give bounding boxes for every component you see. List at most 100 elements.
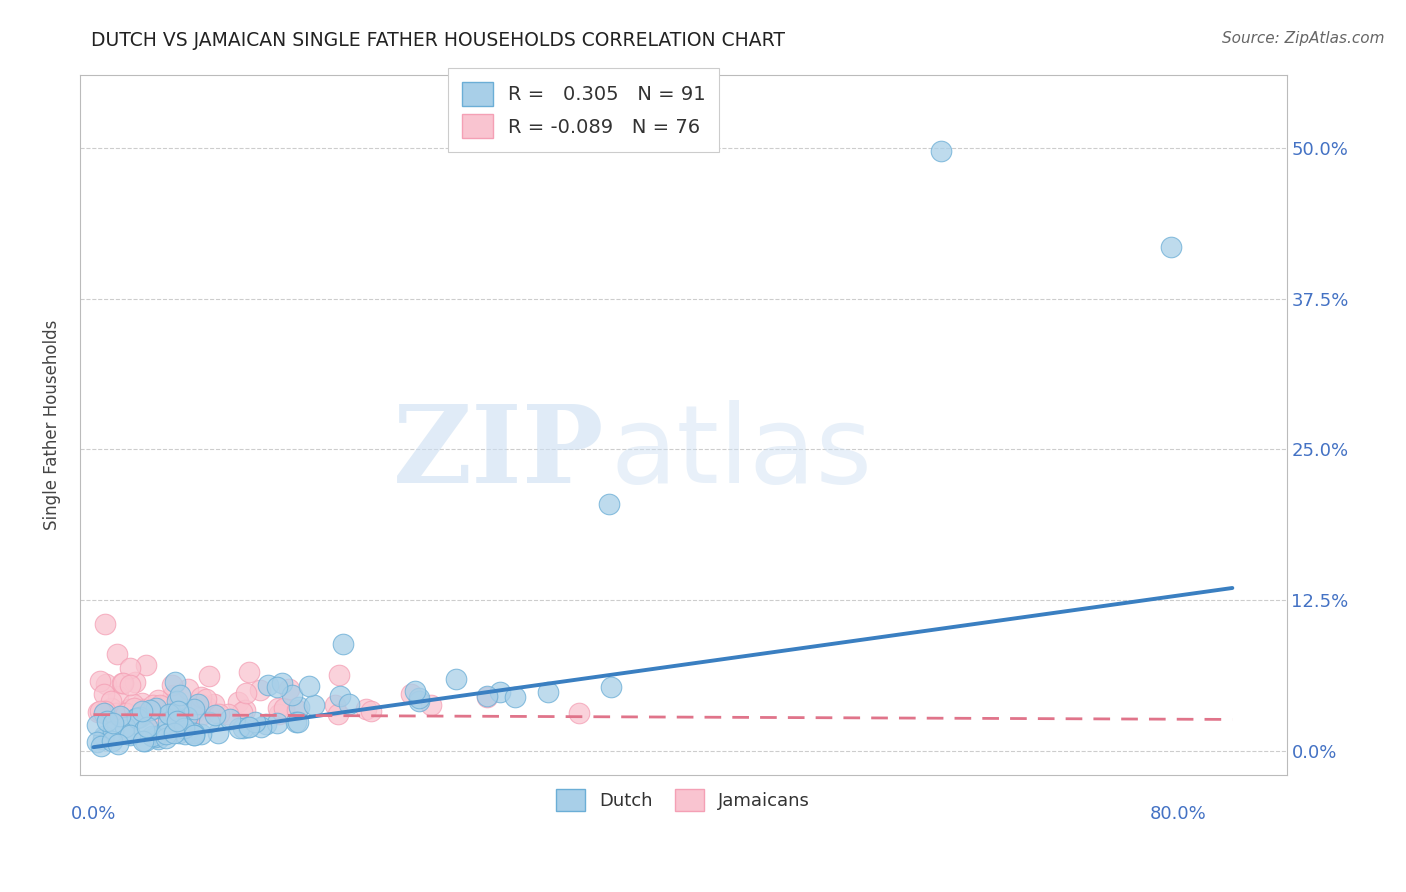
Point	[187, 697, 209, 711]
Point	[328, 668, 350, 682]
Point	[337, 697, 360, 711]
Point	[89, 674, 111, 689]
Point	[112, 675, 135, 690]
Text: Source: ZipAtlas.com: Source: ZipAtlas.com	[1222, 31, 1385, 46]
Point	[122, 698, 145, 712]
Point	[183, 702, 205, 716]
Point	[399, 687, 422, 701]
Point	[101, 723, 124, 738]
Point	[929, 145, 952, 159]
Point	[157, 706, 180, 721]
Point	[238, 720, 260, 734]
Point	[233, 703, 256, 717]
Point	[1160, 240, 1182, 254]
Point	[141, 702, 163, 716]
Point	[120, 678, 142, 692]
Point	[146, 707, 169, 722]
Point	[177, 681, 200, 696]
Point	[155, 723, 177, 737]
Point	[273, 701, 295, 715]
Point	[183, 728, 205, 742]
Point	[204, 697, 226, 711]
Point	[139, 703, 162, 717]
Point	[115, 723, 138, 737]
Point	[90, 739, 112, 753]
Point	[228, 721, 250, 735]
Point	[135, 657, 157, 672]
Point	[157, 706, 180, 721]
Point	[124, 675, 146, 690]
Point	[228, 695, 250, 709]
Y-axis label: Single Father Households: Single Father Households	[44, 320, 60, 531]
Point	[218, 712, 240, 726]
Point	[128, 709, 150, 723]
Point	[190, 727, 212, 741]
Point	[360, 704, 382, 718]
Point	[166, 696, 188, 710]
Point	[107, 737, 129, 751]
Point	[166, 714, 188, 728]
Point	[243, 714, 266, 729]
Point	[93, 687, 115, 701]
Point	[114, 720, 136, 734]
Point	[118, 728, 141, 742]
Point	[302, 698, 325, 713]
Point	[101, 702, 124, 716]
Point	[89, 704, 111, 718]
Point	[105, 706, 128, 721]
Point	[165, 675, 187, 690]
Point	[177, 724, 200, 739]
Point	[568, 706, 591, 721]
Point	[169, 688, 191, 702]
Text: 0.0%: 0.0%	[70, 805, 117, 823]
Point	[273, 700, 295, 714]
Point	[110, 709, 132, 723]
Point	[285, 703, 308, 717]
Point	[166, 704, 188, 718]
Point	[149, 698, 172, 713]
Point	[122, 701, 145, 715]
Point	[125, 711, 148, 725]
Point	[328, 706, 350, 721]
Point	[489, 685, 512, 699]
Legend: R =   0.305   N = 91, R = -0.089   N = 76: R = 0.305 N = 91, R = -0.089 N = 76	[449, 69, 720, 152]
Point	[195, 700, 218, 714]
Point	[287, 715, 309, 730]
Point	[267, 707, 290, 722]
Point	[475, 689, 498, 703]
Point	[118, 727, 141, 741]
Point	[135, 720, 157, 734]
Point	[94, 617, 117, 632]
Point	[232, 721, 254, 735]
Point	[287, 699, 309, 714]
Point	[91, 732, 114, 747]
Point	[112, 706, 135, 720]
Point	[100, 701, 122, 715]
Point	[266, 716, 288, 731]
Point	[332, 637, 354, 651]
Point	[249, 683, 271, 698]
Point	[195, 692, 218, 706]
Point	[145, 701, 167, 715]
Point	[132, 723, 155, 738]
Point	[156, 715, 179, 730]
Point	[149, 698, 172, 713]
Point	[170, 717, 193, 731]
Point	[155, 731, 177, 746]
Point	[132, 702, 155, 716]
Point	[129, 706, 152, 720]
Point	[190, 697, 212, 711]
Point	[148, 731, 170, 746]
Point	[134, 733, 156, 747]
Point	[475, 690, 498, 704]
Point	[183, 706, 205, 720]
Text: atlas: atlas	[610, 401, 873, 506]
Point	[101, 734, 124, 748]
Point	[131, 696, 153, 710]
Point	[143, 731, 166, 745]
Point	[207, 725, 229, 739]
Point	[266, 701, 288, 715]
Point	[173, 721, 195, 735]
Point	[404, 684, 426, 698]
Point	[160, 706, 183, 721]
